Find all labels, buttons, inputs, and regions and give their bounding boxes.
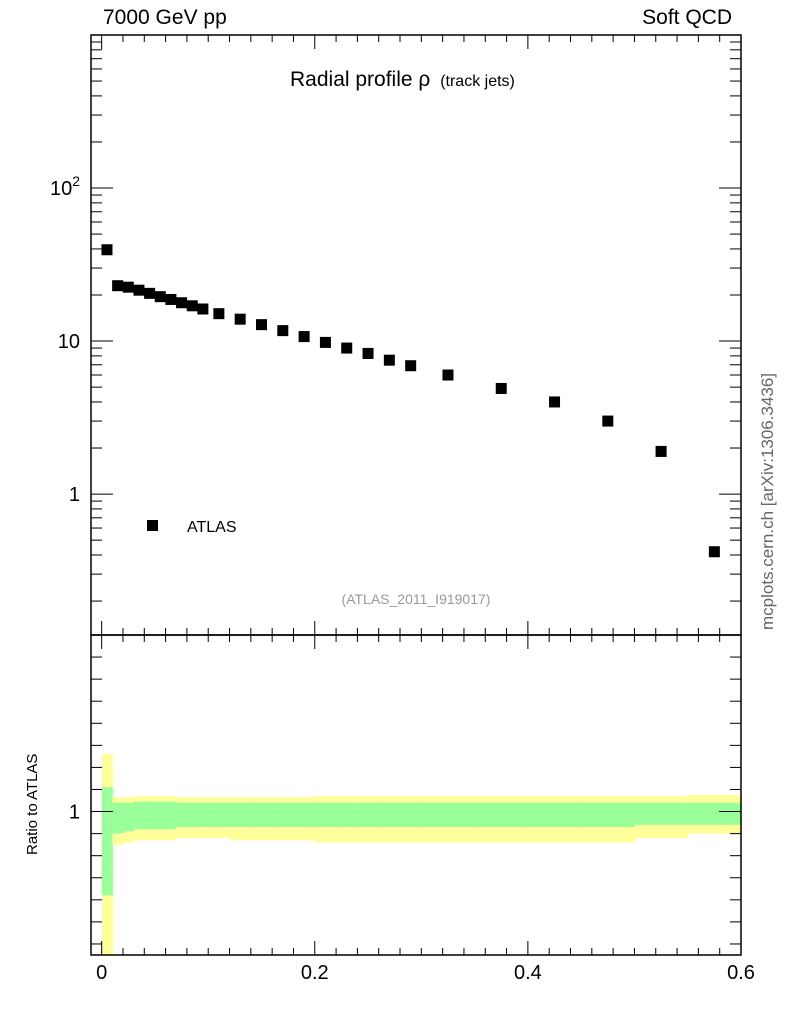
inner-uncertainty-band	[154, 801, 167, 830]
data-point	[122, 281, 134, 293]
inner-uncertainty-band	[378, 802, 401, 827]
inner-uncertainty-band	[229, 802, 252, 827]
data-point	[234, 313, 246, 325]
y-tick-label: 102	[50, 173, 80, 200]
header-category-label: Soft QCD	[642, 6, 732, 29]
data-point	[495, 382, 507, 394]
inner-uncertainty-band	[186, 802, 199, 827]
inner-uncertainty-band	[101, 787, 113, 896]
inner-uncertainty-band	[197, 802, 209, 827]
reference-tag: (ATLAS_2011_I919017)	[342, 591, 491, 607]
x-tick-label: 0.2	[301, 962, 329, 984]
inner-uncertainty-band	[421, 802, 476, 827]
data-point	[383, 354, 395, 366]
inner-uncertainty-band	[581, 802, 635, 827]
inner-uncertainty-band	[634, 802, 689, 825]
legend-marker	[147, 520, 158, 531]
inner-uncertainty-band	[357, 802, 380, 827]
inner-uncertainty-band	[176, 802, 188, 827]
y-tick-label: 1	[69, 484, 80, 506]
plot-title-suffix: (track jets)	[440, 73, 515, 90]
inner-uncertainty-band	[250, 802, 273, 827]
header-process-label: 7000 GeV pp	[103, 6, 227, 29]
data-point	[154, 291, 166, 303]
data-point	[362, 347, 374, 359]
data-point	[708, 546, 720, 558]
data-point	[602, 415, 614, 427]
x-tick-label: 0.6	[727, 962, 755, 984]
inner-uncertainty-band	[122, 802, 135, 832]
data-point	[213, 308, 225, 320]
data-point	[298, 331, 310, 343]
data-point	[133, 284, 145, 296]
inner-uncertainty-band	[527, 802, 582, 827]
data-point	[176, 297, 188, 309]
legend-label: ATLAS	[187, 519, 237, 536]
ratio-y-tick-label: 1	[69, 802, 80, 824]
inner-uncertainty-band	[165, 801, 177, 830]
ratio-y-axis-label: Ratio to ATLAS	[24, 754, 41, 855]
inner-uncertainty-band	[336, 802, 358, 827]
data-point	[101, 244, 113, 256]
data-point	[165, 293, 177, 305]
x-tick-label: 0.4	[514, 962, 542, 984]
data-point	[549, 396, 561, 408]
x-tick-label: 0	[96, 962, 107, 984]
inner-uncertainty-band	[687, 802, 742, 825]
data-point	[277, 325, 289, 337]
inner-uncertainty-band	[208, 802, 231, 827]
y-tick-label: 10	[58, 331, 80, 353]
data-point	[197, 303, 209, 315]
plot-title: Radial profile ρ (track jets)	[290, 68, 515, 91]
inner-uncertainty-band	[474, 802, 529, 827]
inner-uncertainty-band	[144, 801, 156, 830]
inner-uncertainty-band	[272, 802, 294, 827]
data-point	[655, 445, 667, 457]
inner-uncertainty-band	[133, 801, 145, 830]
data-point	[405, 360, 417, 372]
data-point	[255, 319, 267, 331]
plot-title-main: Radial profile ρ	[290, 68, 430, 91]
data-point	[442, 369, 454, 381]
inner-uncertainty-band	[400, 802, 422, 827]
data-point	[112, 280, 124, 292]
inner-uncertainty-band	[314, 802, 337, 827]
data-point	[319, 336, 331, 348]
data-point	[144, 287, 156, 299]
main-plot-frame	[90, 34, 742, 636]
inner-uncertainty-band	[293, 802, 316, 827]
inner-uncertainty-band	[112, 802, 124, 834]
ratio-plot-frame	[90, 634, 742, 956]
data-point	[186, 300, 198, 312]
data-point	[341, 342, 353, 354]
